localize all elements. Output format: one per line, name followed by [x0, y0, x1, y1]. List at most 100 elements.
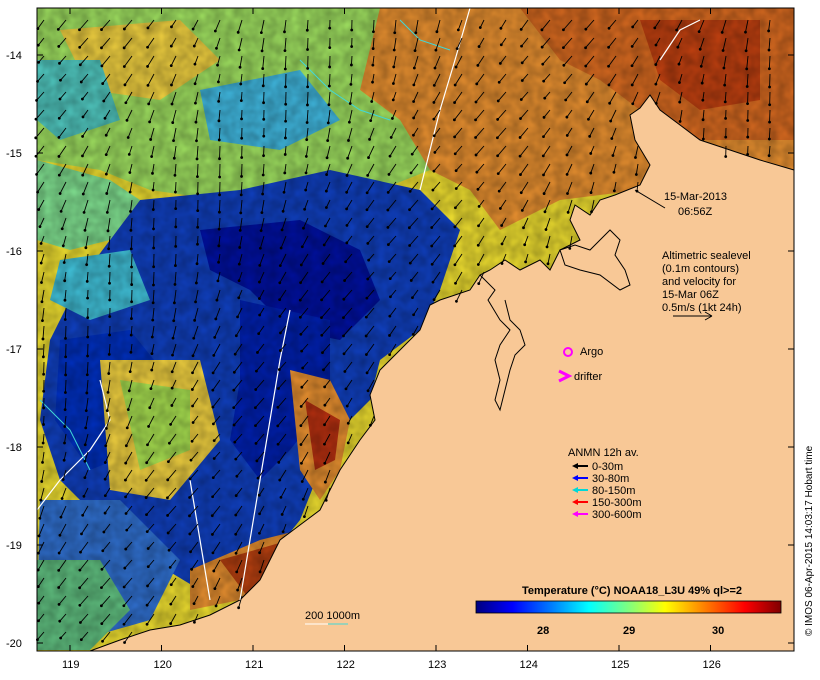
velocity-arrow-head: [238, 246, 242, 249]
velocity-arrow-head: [36, 43, 40, 47]
velocity-arrow-head: [170, 25, 173, 29]
velocity-arrow-head: [386, 208, 390, 212]
velocity-arrow-head: [542, 192, 546, 195]
velocity-arrow-head: [34, 136, 38, 140]
velocity-arrow-head: [278, 314, 282, 318]
velocity-arrow: [546, 235, 551, 247]
velocity-arrow: [365, 325, 375, 337]
velocity-arrow: [174, 163, 177, 176]
velocity-arrow: [277, 397, 287, 408]
velocity-arrow: [768, 127, 771, 140]
velocity-arrow: [127, 127, 133, 138]
velocity-arrow: [82, 109, 89, 118]
velocity-arrow: [42, 433, 45, 444]
velocity-arrow: [41, 289, 45, 302]
velocity-arrow: [262, 55, 265, 69]
velocity-arrow-head: [233, 440, 237, 444]
velocity-arrow-head: [42, 372, 46, 376]
velocity-arrow: [102, 541, 111, 552]
velocity-arrow-head: [59, 209, 63, 213]
velocity-arrow: [301, 451, 309, 464]
velocity-arrow-head: [60, 227, 64, 231]
velocity-arrow-head: [57, 155, 61, 158]
velocity-arrow: [146, 595, 155, 606]
velocity-arrow: [189, 487, 199, 498]
velocity-arrow-head: [284, 136, 287, 140]
velocity-arrow-head: [237, 296, 241, 300]
velocity-arrow-head: [476, 243, 480, 247]
velocity-arrow-head: [36, 585, 40, 588]
velocity-arrow-head: [173, 283, 177, 286]
velocity-arrow-head: [107, 372, 111, 375]
velocity-arrow: [64, 379, 67, 393]
velocity-arrow-head: [150, 368, 154, 372]
velocity-arrow: [303, 217, 309, 229]
velocity-arrow: [215, 307, 221, 320]
velocity-arrow: [257, 469, 265, 479]
velocity-arrow-head: [37, 208, 41, 211]
velocity-arrow: [42, 325, 45, 339]
velocity-arrow-head: [83, 459, 87, 463]
velocity-arrow-head: [279, 496, 283, 499]
velocity-arrow-head: [63, 408, 67, 412]
velocity-arrow-head: [125, 426, 129, 430]
colorbar-gradient: [475, 600, 782, 614]
velocity-arrow-head: [277, 460, 281, 464]
velocity-arrow: [86, 379, 89, 393]
velocity-arrow: [106, 181, 111, 194]
velocity-arrow-head: [217, 80, 220, 84]
velocity-arrow: [130, 325, 133, 336]
velocity-arrow: [218, 235, 221, 246]
velocity-arrow: [367, 163, 375, 176]
velocity-arrow: [194, 55, 199, 65]
velocity-arrow: [321, 271, 331, 283]
velocity-arrow: [103, 523, 111, 533]
velocity-arrow-head: [305, 138, 309, 142]
velocity-arrow-head: [723, 100, 727, 104]
anmn-legend-arrowhead-icon: [572, 487, 578, 493]
velocity-arrow-head: [768, 85, 771, 89]
velocity-arrow: [563, 55, 573, 66]
velocity-arrow-head: [64, 373, 68, 377]
velocity-arrow: [104, 109, 111, 119]
velocity-arrow: [367, 235, 375, 244]
velocity-arrow-head: [212, 569, 216, 573]
velocity-arrow-head: [237, 262, 241, 266]
velocity-arrow-head: [124, 461, 128, 465]
velocity-arrow-head: [257, 493, 261, 497]
velocity-arrow-head: [129, 333, 133, 337]
sealevel-line-3: and velocity for: [662, 276, 736, 288]
velocity-arrow-head: [258, 570, 262, 574]
velocity-arrow: [124, 631, 133, 643]
velocity-arrow: [567, 181, 573, 194]
velocity-arrow-head: [345, 223, 349, 227]
velocity-arrow-head: [215, 46, 218, 50]
velocity-arrow-head: [500, 242, 504, 246]
velocity-arrow-head: [610, 137, 614, 140]
velocity-arrow-head: [194, 101, 197, 105]
velocity-arrow: [321, 325, 331, 336]
velocity-arrow-head: [193, 318, 197, 322]
velocity-arrow: [433, 163, 441, 172]
velocity-arrow-head: [107, 247, 111, 251]
velocity-arrow-head: [150, 335, 154, 339]
velocity-arrow-head: [81, 154, 84, 158]
velocity-arrow-head: [519, 173, 522, 176]
velocity-arrow: [346, 163, 353, 176]
velocity-arrow-head: [151, 301, 155, 305]
velocity-arrow-head: [519, 117, 522, 120]
velocity-arrow: [547, 253, 551, 264]
velocity-arrow-head: [299, 405, 303, 408]
velocity-arrow-head: [387, 260, 391, 264]
x-tick-label: 125: [611, 659, 629, 671]
velocity-arrow: [328, 73, 331, 87]
velocity-arrow-head: [81, 135, 84, 138]
velocity-arrow-head: [124, 495, 127, 499]
velocity-arrow: [500, 199, 507, 209]
velocity-arrow: [37, 631, 45, 640]
velocity-arrow: [82, 181, 89, 195]
velocity-arrow: [479, 19, 485, 28]
velocity-arrow: [678, 55, 683, 65]
velocity-arrow: [192, 577, 199, 587]
velocity-arrow-head: [261, 67, 265, 70]
